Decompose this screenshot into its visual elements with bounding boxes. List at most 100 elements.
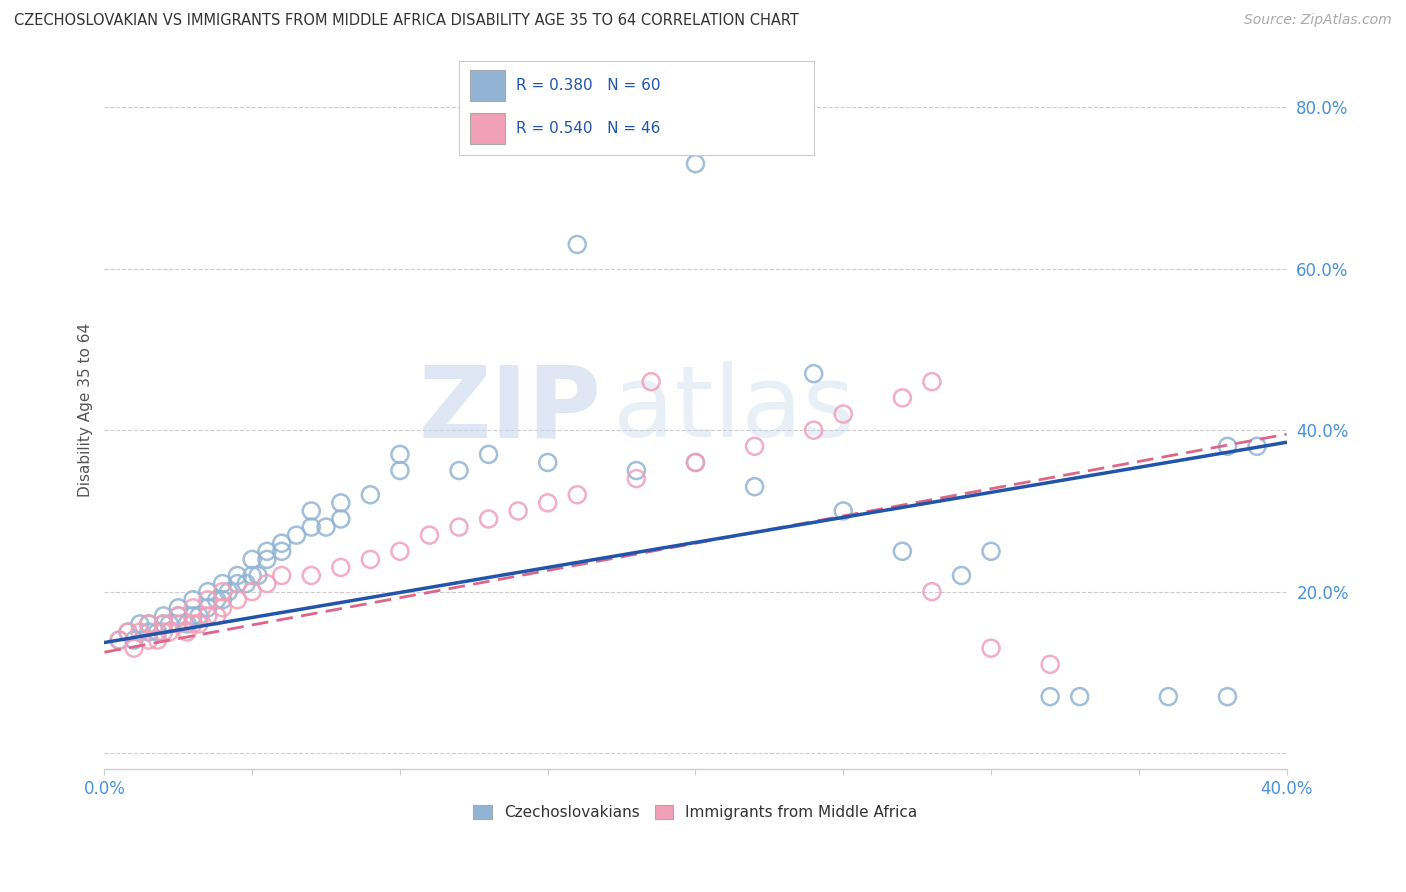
Point — [256, 544, 278, 558]
Point — [108, 633, 131, 648]
Point — [803, 367, 825, 381]
Point — [359, 488, 381, 502]
Point — [188, 617, 211, 632]
Point — [447, 520, 470, 534]
Point — [1039, 690, 1062, 704]
Point — [146, 625, 169, 640]
Y-axis label: Disability Age 35 to 64: Disability Age 35 to 64 — [79, 323, 93, 497]
Point — [197, 584, 219, 599]
Point — [197, 600, 219, 615]
Point — [122, 633, 145, 648]
Point — [138, 633, 160, 648]
Point — [329, 560, 352, 574]
Point — [388, 447, 411, 461]
Point — [117, 625, 139, 640]
Point — [478, 447, 501, 461]
Point — [226, 568, 249, 582]
Point — [537, 496, 560, 510]
Text: Source: ZipAtlas.com: Source: ZipAtlas.com — [1244, 13, 1392, 28]
Point — [1246, 439, 1268, 453]
Point — [388, 464, 411, 478]
Point — [181, 592, 204, 607]
Point — [211, 600, 233, 615]
Point — [285, 528, 308, 542]
Point — [299, 568, 322, 582]
Point — [211, 576, 233, 591]
Point — [567, 488, 589, 502]
Text: atlas: atlas — [613, 361, 855, 458]
Point — [138, 617, 160, 632]
Point — [128, 625, 150, 640]
Point — [152, 617, 174, 632]
Point — [226, 592, 249, 607]
Point — [359, 552, 381, 566]
Point — [478, 512, 501, 526]
Point — [108, 633, 131, 648]
Point — [205, 608, 228, 623]
Point — [157, 625, 180, 640]
Point — [299, 504, 322, 518]
Point — [803, 423, 825, 437]
Point — [832, 407, 855, 421]
Point — [138, 625, 160, 640]
Point — [685, 455, 707, 469]
Point — [299, 520, 322, 534]
Point — [218, 584, 240, 599]
Point — [157, 617, 180, 632]
Point — [1216, 439, 1239, 453]
Point — [176, 617, 198, 632]
Point — [205, 592, 228, 607]
Point — [240, 552, 263, 566]
Point — [832, 504, 855, 518]
Point — [329, 496, 352, 510]
Point — [235, 576, 257, 591]
Point — [138, 617, 160, 632]
Point — [537, 455, 560, 469]
Point — [1216, 690, 1239, 704]
Point — [247, 568, 270, 582]
Point — [211, 592, 233, 607]
Point — [388, 544, 411, 558]
Point — [891, 391, 914, 405]
Point — [256, 552, 278, 566]
Point — [640, 375, 662, 389]
Point — [921, 584, 943, 599]
Point — [685, 157, 707, 171]
Point — [146, 633, 169, 648]
Point — [117, 625, 139, 640]
Point — [626, 464, 648, 478]
Point — [270, 536, 292, 550]
Point — [167, 608, 190, 623]
Point — [211, 584, 233, 599]
Point — [508, 504, 530, 518]
Point — [329, 512, 352, 526]
Point — [128, 617, 150, 632]
Point — [152, 608, 174, 623]
Point — [197, 592, 219, 607]
Point — [980, 544, 1002, 558]
Point — [744, 439, 766, 453]
Point — [181, 600, 204, 615]
Point — [744, 480, 766, 494]
Point — [567, 237, 589, 252]
Point — [181, 608, 204, 623]
Point — [152, 625, 174, 640]
Point — [270, 544, 292, 558]
Point — [1157, 690, 1180, 704]
Point — [167, 600, 190, 615]
Point — [447, 464, 470, 478]
Point — [167, 608, 190, 623]
Point — [176, 625, 198, 640]
Text: CZECHOSLOVAKIAN VS IMMIGRANTS FROM MIDDLE AFRICA DISABILITY AGE 35 TO 64 CORRELA: CZECHOSLOVAKIAN VS IMMIGRANTS FROM MIDDL… — [14, 13, 799, 29]
Text: ZIP: ZIP — [418, 361, 600, 458]
Point — [152, 617, 174, 632]
Point — [626, 472, 648, 486]
Point — [418, 528, 440, 542]
Point — [891, 544, 914, 558]
Point — [122, 641, 145, 656]
Point — [315, 520, 337, 534]
Point — [685, 455, 707, 469]
Point — [1039, 657, 1062, 672]
Point — [197, 608, 219, 623]
Point — [226, 576, 249, 591]
